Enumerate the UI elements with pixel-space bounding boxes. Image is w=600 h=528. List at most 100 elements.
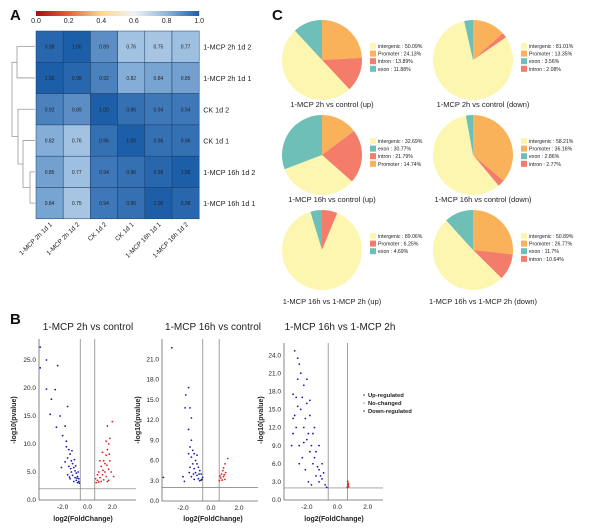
data-point-down-regulated bbox=[296, 405, 299, 408]
heatmap-cell-value: 0.94 bbox=[99, 170, 109, 176]
data-point-down-regulated bbox=[55, 426, 58, 429]
heatmap-cell-value: 0.89 bbox=[72, 107, 82, 113]
data-point-up-regulated bbox=[220, 473, 223, 475]
legend-label: intron : 10.64% bbox=[529, 257, 564, 263]
x-tick-label: 2.0 bbox=[108, 504, 117, 511]
data-point-down-regulated bbox=[66, 405, 69, 408]
data-point-down-regulated bbox=[200, 473, 203, 475]
heatmap-cell-value: 1.00 bbox=[99, 107, 109, 113]
heatmap-cell-value: 0.84 bbox=[45, 201, 55, 207]
pie-slice-intergenic bbox=[282, 30, 350, 100]
y-tick-label: 15.0 bbox=[268, 407, 281, 414]
data-point-up-regulated bbox=[347, 483, 350, 486]
data-point-down-regulated bbox=[76, 475, 79, 478]
data-point-up-regulated bbox=[106, 448, 109, 451]
data-point-up-regulated bbox=[96, 479, 99, 482]
heatmap-cell-value: 0.96 bbox=[99, 139, 109, 145]
data-point-down-regulated bbox=[316, 465, 319, 468]
heatmap-cell-value: 0.94 bbox=[181, 107, 191, 113]
heatmap-cell-value: 0.96 bbox=[126, 201, 136, 207]
legend-swatch bbox=[521, 240, 527, 247]
legend-swatch bbox=[521, 65, 527, 72]
legend-swatch bbox=[370, 138, 376, 144]
legend-swatch bbox=[521, 160, 527, 167]
data-point-down-regulated bbox=[66, 473, 69, 476]
pie-slice-exon bbox=[464, 20, 473, 60]
pie-slice-exon bbox=[294, 20, 322, 60]
colorbar-tick-label: 0.2 bbox=[64, 18, 74, 25]
data-point-up-regulated bbox=[108, 453, 111, 455]
heatmap-cell bbox=[117, 93, 146, 126]
data-point-down-regulated bbox=[71, 449, 73, 452]
pie-chart: 1-MCP 16h vs control (down) intergenic : … bbox=[433, 115, 574, 204]
data-point-down-regulated bbox=[298, 444, 301, 447]
data-point-down-regulated bbox=[50, 398, 53, 401]
heatmap-cell-value: 0.96 bbox=[126, 170, 136, 176]
y-tick-label: 18.0 bbox=[146, 377, 159, 384]
data-point-down-regulated bbox=[312, 432, 314, 435]
legend-entry: Down-regulated bbox=[368, 409, 412, 415]
heatmap-cell bbox=[144, 93, 173, 126]
data-point-down-regulated bbox=[197, 477, 200, 480]
pie-chart: 1-MCP 16h vs 1-MCP 2h (down) intergenic :… bbox=[429, 210, 574, 306]
data-point-down-regulated bbox=[67, 448, 70, 451]
legend-swatch bbox=[521, 153, 527, 160]
panel-label-c: C bbox=[272, 7, 283, 24]
legend-swatch bbox=[370, 248, 376, 255]
legend-swatch bbox=[370, 153, 376, 160]
legend-swatch bbox=[521, 58, 527, 65]
pie-slice-promoter bbox=[322, 115, 354, 155]
pie-chart: 1-MCP 2h vs control (down) intergenic : 8… bbox=[432, 20, 574, 109]
heatmap-cell-value: 1.00 bbox=[181, 170, 191, 176]
legend-swatch bbox=[521, 255, 527, 262]
data-point-down-regulated bbox=[39, 346, 42, 349]
pie-slice-exon bbox=[282, 115, 322, 170]
data-point-down-regulated bbox=[299, 372, 302, 375]
data-point-down-regulated bbox=[298, 462, 301, 465]
data-point-down-regulated bbox=[68, 476, 71, 478]
pie-slice-promoter bbox=[473, 115, 513, 181]
data-point-down-regulated bbox=[69, 467, 72, 470]
legend-entry: No-changed bbox=[368, 401, 402, 407]
data-point-down-regulated bbox=[189, 466, 191, 469]
data-point-up-regulated bbox=[105, 475, 108, 478]
data-point-down-regulated bbox=[305, 438, 308, 441]
legend-label: intergenic : 81.01% bbox=[529, 44, 574, 50]
data-point-down-regulated bbox=[69, 453, 71, 455]
legend-swatch bbox=[370, 50, 376, 57]
data-point-down-regulated bbox=[187, 452, 190, 455]
data-point-up-regulated bbox=[222, 467, 225, 469]
data-point-down-regulated bbox=[191, 449, 194, 452]
heatmap-cell-value: 0.96 bbox=[181, 139, 191, 145]
data-point-down-regulated bbox=[78, 482, 81, 485]
pie-slice-intergenic bbox=[433, 115, 499, 196]
data-point-down-regulated bbox=[305, 402, 308, 405]
legend-marker bbox=[363, 402, 365, 404]
x-axis-label: log2(FoldChange) bbox=[304, 516, 364, 523]
data-point-down-regulated bbox=[310, 444, 313, 447]
y-tick-label: 3.0 bbox=[272, 479, 281, 486]
legend-swatch bbox=[370, 58, 376, 65]
y-tick-label: 20.0 bbox=[23, 385, 36, 392]
data-point-down-regulated bbox=[191, 462, 194, 465]
data-point-down-regulated bbox=[318, 444, 320, 447]
legend-swatch bbox=[521, 145, 527, 152]
data-point-up-regulated bbox=[104, 471, 106, 473]
data-point-down-regulated bbox=[189, 406, 191, 409]
data-point-up-regulated bbox=[101, 451, 104, 454]
legend-label: intergenic : 89.06% bbox=[378, 234, 423, 240]
plot-title: 1-MCP 16h vs 1-MCP 2h bbox=[285, 322, 396, 333]
heatmap-cell bbox=[90, 155, 118, 188]
heatmap-cell bbox=[144, 155, 173, 188]
data-point-down-regulated bbox=[302, 426, 305, 429]
legend-label: exon : 3.56% bbox=[529, 59, 560, 65]
y-tick-label: 12.0 bbox=[146, 417, 159, 424]
data-point-down-regulated bbox=[313, 456, 316, 459]
data-point-down-regulated bbox=[200, 478, 203, 481]
data-point-down-regulated bbox=[188, 471, 191, 474]
heatmap-cell bbox=[35, 30, 64, 63]
legend-label: intergenic : 50.89% bbox=[529, 234, 574, 240]
legend-label: Promoter : 36.16% bbox=[529, 147, 573, 153]
data-point-down-regulated bbox=[308, 399, 311, 402]
data-point-down-regulated bbox=[193, 467, 196, 470]
